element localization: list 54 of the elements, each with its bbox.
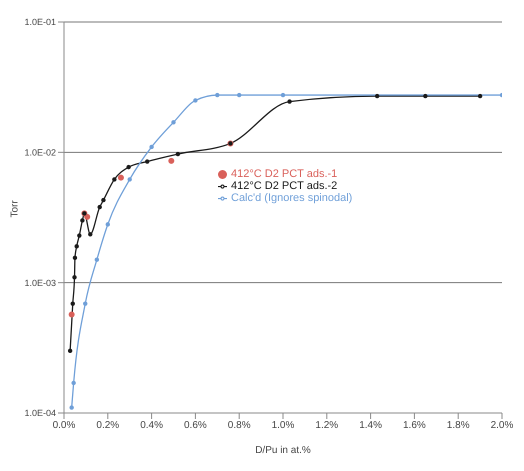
x-tick-label: 0.8% <box>228 420 251 432</box>
y-axis-title: Torr <box>10 200 21 218</box>
point <box>215 92 220 98</box>
point <box>71 380 76 386</box>
x-tick-label: 0.0% <box>52 420 76 432</box>
point <box>149 144 154 150</box>
point <box>168 158 174 164</box>
legend-label: Calc'd (Ignores spinodal) <box>231 192 352 204</box>
point <box>94 258 100 262</box>
x-tick-label: 1.4% <box>359 420 382 432</box>
point <box>126 164 131 170</box>
point <box>88 232 92 237</box>
x-tick-label: 1.0% <box>272 420 295 432</box>
point <box>478 94 482 98</box>
point <box>97 204 102 210</box>
y-tick-label: 1.0E-03 <box>24 278 56 288</box>
x-tick-label: 0.6% <box>184 420 207 432</box>
x-tick-label: 1.2% <box>315 420 338 432</box>
point <box>176 152 180 156</box>
point <box>72 275 77 280</box>
point <box>287 99 292 104</box>
point <box>112 177 117 182</box>
point <box>128 177 132 182</box>
point <box>69 405 74 410</box>
point <box>101 198 106 202</box>
point <box>68 348 72 354</box>
point <box>84 214 90 220</box>
x-axis-title: D/Pu in at.% <box>255 445 311 456</box>
point <box>237 92 242 98</box>
point <box>171 120 176 124</box>
x-tick-label: 0.4% <box>140 420 164 432</box>
point <box>374 94 380 98</box>
point <box>72 256 78 260</box>
x-tick-label: 1.8% <box>446 420 470 432</box>
y-tick-label: 1.0E-04 <box>24 408 56 418</box>
point <box>77 233 82 238</box>
y-tick-label: 1.0E-01 <box>24 17 56 28</box>
point <box>193 98 198 103</box>
point <box>106 222 110 227</box>
point <box>70 301 75 306</box>
point <box>280 92 286 98</box>
point <box>83 301 88 306</box>
legend-label: 412°C D2 PCT ads.-2 <box>231 180 338 192</box>
point <box>145 159 150 164</box>
point <box>80 218 85 223</box>
x-tick-label: 0.2% <box>96 420 120 432</box>
legend-label: 412°C D2 PCT ads.-1 <box>231 168 338 180</box>
point <box>74 244 79 249</box>
point <box>423 94 428 98</box>
point <box>118 174 124 181</box>
x-tick-label: 2.0% <box>490 420 514 432</box>
x-tick-label: 1.6% <box>403 420 426 432</box>
point <box>68 311 75 318</box>
y-tick-label: 1.0E-02 <box>24 148 56 158</box>
